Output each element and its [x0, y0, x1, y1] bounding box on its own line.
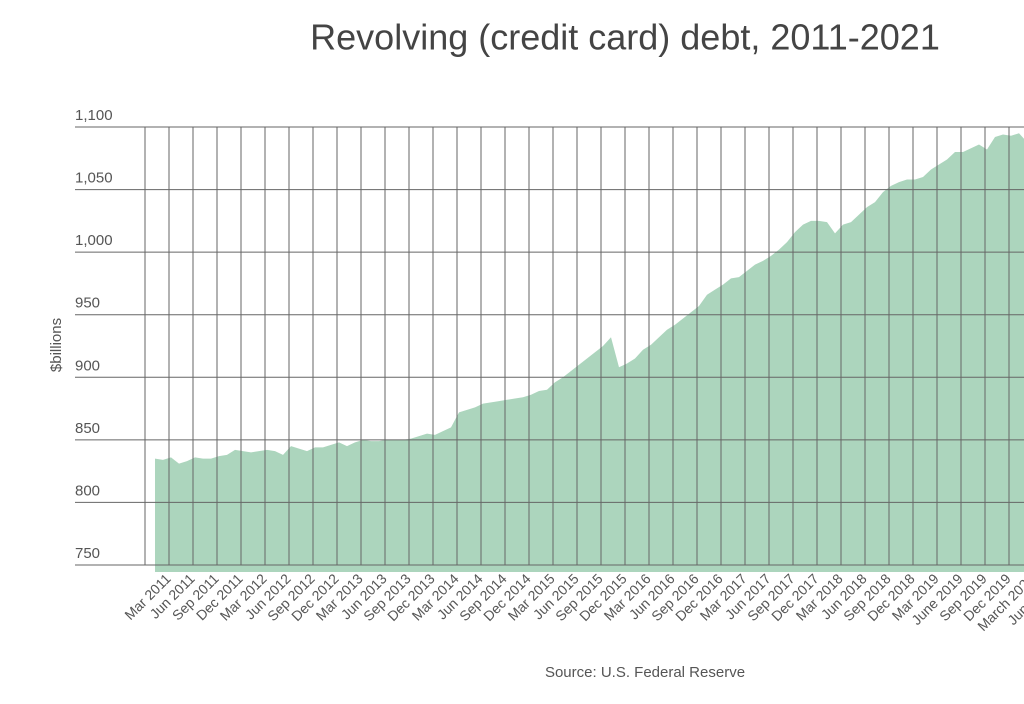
source-note: Source: U.S. Federal Reserve: [545, 664, 745, 681]
chart-title: Revolving (credit card) debt, 2011-2021: [310, 17, 940, 58]
y-tick-label: 1,000: [75, 232, 113, 249]
y-tick-label: 900: [75, 357, 100, 374]
y-tick-label: 800: [75, 482, 100, 499]
area: [155, 133, 1024, 572]
y-tick-label: 1,100: [75, 107, 113, 124]
y-tick-label: 850: [75, 420, 100, 437]
y-tick-label: 950: [75, 295, 100, 312]
y-axis-label: $billions: [48, 318, 65, 372]
y-tick-label: 750: [75, 545, 100, 562]
y-tick-label: 1,050: [75, 170, 113, 187]
